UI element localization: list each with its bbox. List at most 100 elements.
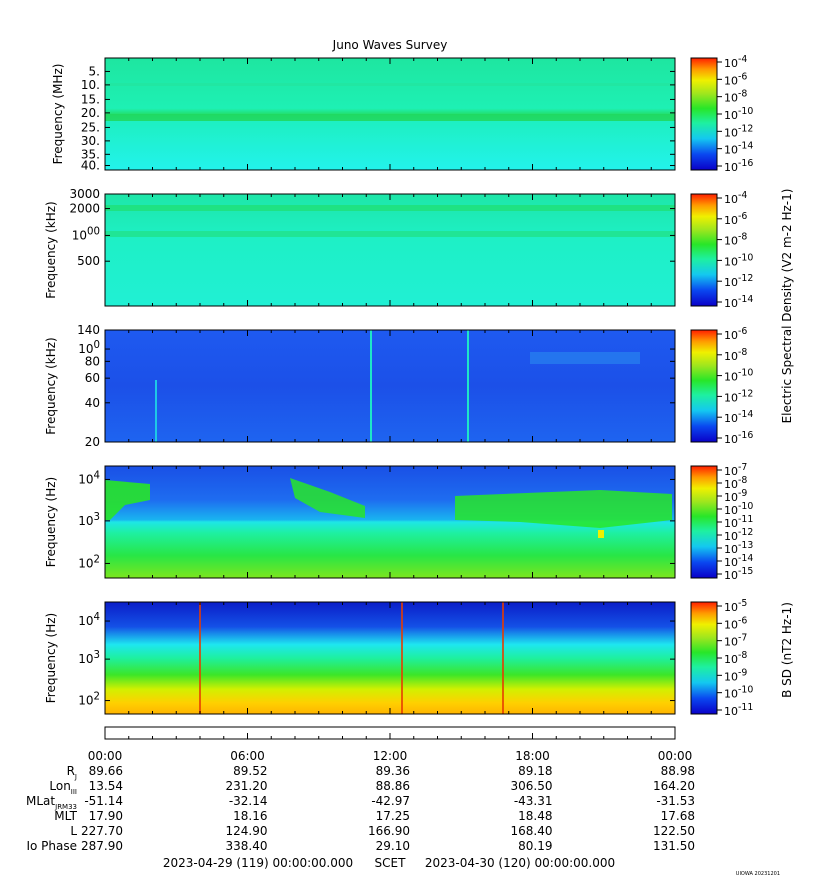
time-label: 06:00 [230,749,265,763]
band-28mhz [105,83,675,86]
colorbar-tick-label: 10-6 [724,615,747,631]
colorbar-tick-label: 10-5 [724,598,747,614]
colorbar [690,601,718,715]
colorbar [690,329,718,443]
ephemeris-value: -42.97 [371,794,410,808]
ephemeris-row-label: RJ [67,764,77,781]
burst-line [370,330,372,442]
colorbar-tick-label: 10-9 [724,488,747,504]
y-tick-label: 35. [81,147,100,161]
y-axis-label: Frequency (kHz) [44,337,58,434]
burst-line [401,602,403,714]
emission-patch [455,490,672,528]
y-axis-label: Frequency (MHz) [51,64,65,165]
y-tick-label: 2000 [69,202,100,216]
panel-hfr-low [104,193,718,307]
emission-patch [105,480,150,520]
colorbar-tick-label: 10-4 [724,190,747,206]
spectrogram-hfr-low [105,194,675,306]
ephemeris-value: 227.70 [81,824,123,838]
colorbar-tick-label: 10-16 [724,158,753,174]
ephemeris-row-label: LonIII [49,779,77,796]
ephemeris-row-label: L [70,824,77,838]
ephemeris-value: 89.52 [233,764,267,778]
ephemeris-value: 166.90 [368,824,410,838]
y-tick-label: 40 [85,396,100,410]
burst-line [199,602,201,714]
colorbar-tick-label: 10-11 [724,514,753,530]
band-21mhz [105,114,675,121]
colorbar-tick-label: 10-12 [724,527,753,543]
colorbar-tick-label: 10-6 [724,326,747,342]
y-tick-label: 30. [81,134,100,148]
emission-spot [598,530,604,538]
y-axis-label: Frequency (Hz) [44,477,58,568]
panel-lfr-low [104,465,718,579]
y-axis-label: Frequency (kHz) [44,201,58,298]
y-tick-label: 80 [85,354,100,368]
colorbar-tick-label: 10-13 [724,540,753,556]
colorbar-tick-label: 10-8 [724,650,747,666]
colorbar-tick-label: 10-10 [724,368,753,384]
y-tick-label: 15. [81,92,100,106]
scet-label: SCET [375,856,407,870]
end-time: 2023-04-30 (120) 00:00:00.000 [425,856,615,870]
y-tick-label: 100 [78,340,100,356]
colorbar-tick-label: 10-12 [724,388,753,404]
ephemeris-value: 89.36 [376,764,410,778]
ephemeris-row-label: MLT [54,809,77,823]
colorbar [690,465,718,579]
band-1000khz [105,231,675,237]
ephemeris-value: -32.14 [229,794,268,808]
version-stamp: UIOWA 20231201 [736,871,780,877]
band-2000khz [105,205,675,211]
ephemeris-value: 89.66 [89,764,123,778]
y-tick-label: 20 [85,435,100,449]
spectrogram-lfr-high [105,330,675,442]
y-tick-label: 103 [78,512,100,528]
colorbar-tick-label: 10-15 [724,566,753,582]
y-tick-label: 40. [81,159,100,173]
burst-line [502,602,504,714]
emission-patch [290,478,365,518]
y-tick-label: 140 [77,323,100,337]
start-time: 2023-04-29 (119) 00:00:00.000 [163,856,353,870]
time-label: 00:00 [88,749,123,763]
ephemeris-value: 17.90 [89,809,123,823]
ephemeris-value: 168.40 [511,824,553,838]
colorbar-tick-label: 10-14 [724,409,753,425]
colorbar-label-electric: Electric Spectral Density (V2 m-2 Hz-1) [780,189,794,424]
y-tick-label: 500 [77,254,100,268]
ephemeris-row-label: MLatJRM33 [26,794,77,811]
ephemeris-value: 124.90 [226,824,268,838]
colorbar-tick-label: 10-10 [724,106,753,122]
colorbar-tick-label: 10-14 [724,294,753,310]
colorbar [690,57,718,171]
colorbar [690,193,718,307]
ephemeris-value: 306.50 [511,779,553,793]
colorbar-tick-label: 10-9 [724,667,747,683]
ephemeris-value: -31.53 [656,794,695,808]
ephemeris-value: -51.14 [84,794,123,808]
colorbar-tick-label: 10-10 [724,685,753,701]
ephemeris-value: 18.48 [518,809,552,823]
spectrogram-magnetic [105,602,675,714]
colorbar-tick-label: 10-14 [724,141,753,157]
y-tick-label: 20. [81,106,100,120]
burst-line [155,380,157,442]
colorbar-tick-label: 10-8 [724,89,747,105]
colorbar-tick-label: 10-4 [724,54,747,70]
y-tick-label: 3000 [69,187,100,201]
colorbar-tick-label: 10-8 [724,475,747,491]
ephemeris-value: 29.10 [376,839,410,853]
ephemeris-value: 17.68 [661,809,695,823]
colorbar-tick-label: 10-16 [724,430,753,446]
colorbar-tick-label: 10-7 [724,633,747,649]
colorbar-tick-label: 10-14 [724,553,753,569]
ephemeris-value: -43.31 [514,794,553,808]
colorbar-tick-label: 10-10 [724,501,753,517]
figure-title: Juno Waves Survey [332,38,448,52]
burst-line [467,330,469,442]
emission-patch [530,352,640,364]
ephemeris-value: 88.98 [661,764,695,778]
